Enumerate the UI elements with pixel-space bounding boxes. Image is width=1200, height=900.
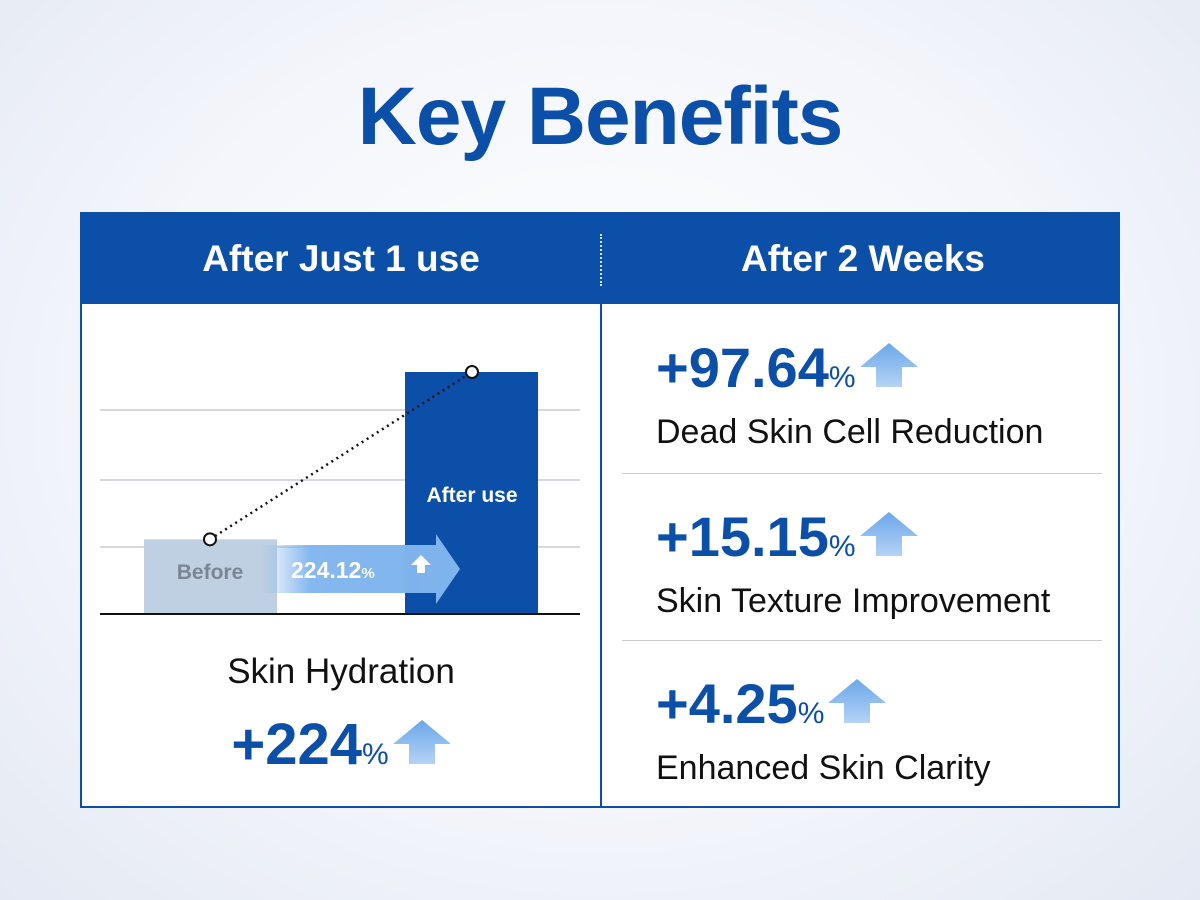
page-title: Key Benefits: [357, 71, 844, 162]
stat-value: +97.64: [656, 336, 829, 399]
trend-line: [209, 370, 473, 541]
stat-unit: %: [797, 697, 825, 730]
marker-after: [465, 365, 479, 379]
arrow-up-icon: [828, 679, 887, 723]
stat-unit: %: [828, 361, 856, 394]
increase-value: 224.12: [291, 557, 361, 583]
arrow-up-icon: [411, 555, 431, 573]
panel-header: After Just 1 use After 2 Weeks: [82, 214, 1118, 304]
stat-unit: %: [828, 530, 856, 563]
stat-label: Dead Skin Cell Reduction: [656, 413, 1044, 451]
stat-label: Skin Texture Improvement: [656, 582, 1051, 620]
stat-texture: +15.15% Skin Texture Improvement: [656, 505, 1096, 623]
column-divider: [600, 304, 602, 806]
header-after-one-use: After Just 1 use: [202, 238, 480, 279]
marker-before: [203, 532, 217, 547]
bar-label-before: Before: [177, 561, 244, 584]
arrow-up-icon: [392, 720, 451, 764]
increase-unit: %: [361, 565, 374, 582]
arrow-up-icon: [859, 512, 918, 556]
stat-value: +15.15: [656, 505, 829, 568]
benefits-panel: After Just 1 use After 2 Weeks B: [80, 212, 1120, 808]
hydration-unit: %: [361, 738, 389, 771]
hydration-chart: Before After use 224.12%: [100, 359, 590, 629]
stat-dead-skin: +97.64% Dead Skin Cell Reduction: [656, 336, 1096, 454]
hydration-number: +224: [231, 712, 362, 777]
header-divider: [600, 234, 602, 286]
stat-value: +4.25: [656, 672, 798, 735]
arrow-up-icon: [859, 343, 918, 387]
stat-label: Enhanced Skin Clarity: [656, 749, 991, 787]
stat-clarity: +4.25% Enhanced Skin Clarity: [656, 672, 1096, 790]
bar-before: [144, 539, 277, 614]
increase-arrow: [260, 534, 460, 604]
hydration-label: Skin Hydration: [227, 652, 455, 691]
stat-separator: [622, 640, 1102, 641]
stat-separator: [622, 473, 1102, 474]
bar-label-after: After use: [426, 484, 517, 507]
hydration-value: +224%: [82, 711, 600, 778]
increase-label: 224.12%: [291, 557, 375, 583]
header-after-two-weeks: After 2 Weeks: [740, 238, 986, 279]
